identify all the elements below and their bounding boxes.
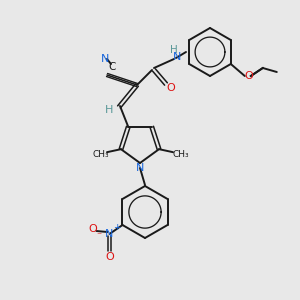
Text: H: H	[105, 105, 113, 115]
Text: CH₃: CH₃	[93, 150, 109, 159]
Text: N: N	[136, 163, 144, 173]
Text: C: C	[108, 62, 116, 72]
Text: N: N	[101, 54, 109, 64]
Text: O: O	[88, 224, 97, 234]
Text: N: N	[173, 52, 181, 62]
Text: N: N	[105, 229, 114, 239]
Text: +: +	[113, 223, 120, 232]
Text: ⁻: ⁻	[96, 231, 101, 241]
Text: H: H	[170, 45, 178, 55]
Text: O: O	[105, 252, 114, 262]
Text: O: O	[244, 71, 253, 81]
Text: CH₃: CH₃	[173, 150, 189, 159]
Text: O: O	[167, 83, 176, 93]
